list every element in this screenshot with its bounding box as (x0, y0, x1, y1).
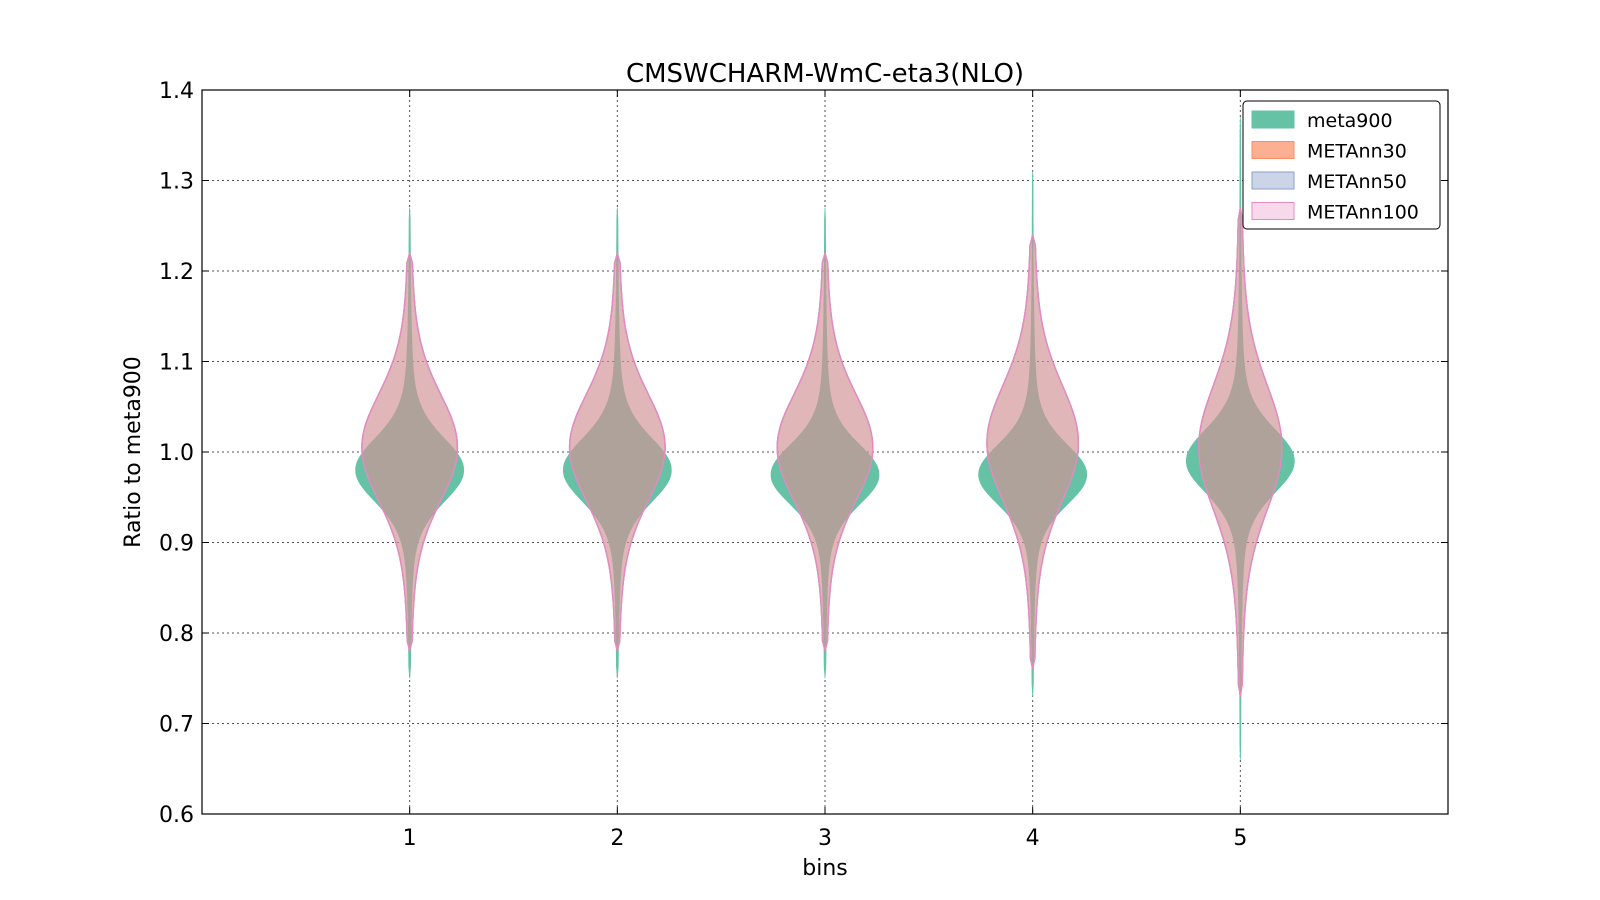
violin-metann100-bin-4 (986, 234, 1080, 670)
x-tick-label: 2 (610, 826, 624, 851)
violin-metann100-bin-3 (776, 252, 874, 652)
y-tick-label: 1.3 (159, 170, 194, 195)
violin-layer (355, 117, 1295, 760)
legend-swatch (1251, 202, 1295, 220)
y-tick-label: 1.4 (159, 79, 194, 104)
x-tick-label: 1 (403, 826, 417, 851)
legend-swatch (1251, 141, 1295, 159)
y-axis-label: Ratio to meta900 (121, 356, 146, 548)
y-tick-label: 0.6 (159, 803, 194, 828)
violin-metann100-bin-1 (361, 252, 459, 652)
legend-swatch (1251, 171, 1295, 190)
y-tick-label: 0.9 (159, 532, 194, 557)
y-tick-label: 1.2 (159, 260, 194, 285)
legend-label: METAnn50 (1307, 171, 1407, 193)
y-tick-label: 0.8 (159, 622, 194, 647)
legend-swatch (1251, 110, 1295, 129)
x-tick-label: 4 (1026, 826, 1040, 851)
violin-metann100-bin-2 (568, 252, 666, 652)
legend: meta900 METAnn30 METAnn50 METAnn100 (1242, 100, 1441, 230)
x-tick-label: 5 (1233, 826, 1247, 851)
chart-title: CMSWCHARM-WmC-eta3(NLO) (626, 59, 1024, 89)
y-tick-label: 1.0 (159, 441, 194, 466)
legend-label: meta900 (1307, 110, 1393, 132)
y-tick-label: 1.1 (159, 351, 194, 376)
y-tick-label: 0.7 (159, 713, 194, 738)
x-tick-label: 3 (818, 826, 832, 851)
legend-label: METAnn30 (1307, 141, 1407, 163)
legend-label: METAnn100 (1307, 202, 1419, 224)
x-axis-label: bins (802, 856, 847, 881)
legend-box (1242, 100, 1441, 230)
tick-layer: 0.6 0.7 0.8 0.9 1.0 1.1 1.2 1.3 1.4 1 2 3 4 5 (159, 79, 1448, 851)
violin-metann100-bin-5 (1198, 207, 1283, 697)
